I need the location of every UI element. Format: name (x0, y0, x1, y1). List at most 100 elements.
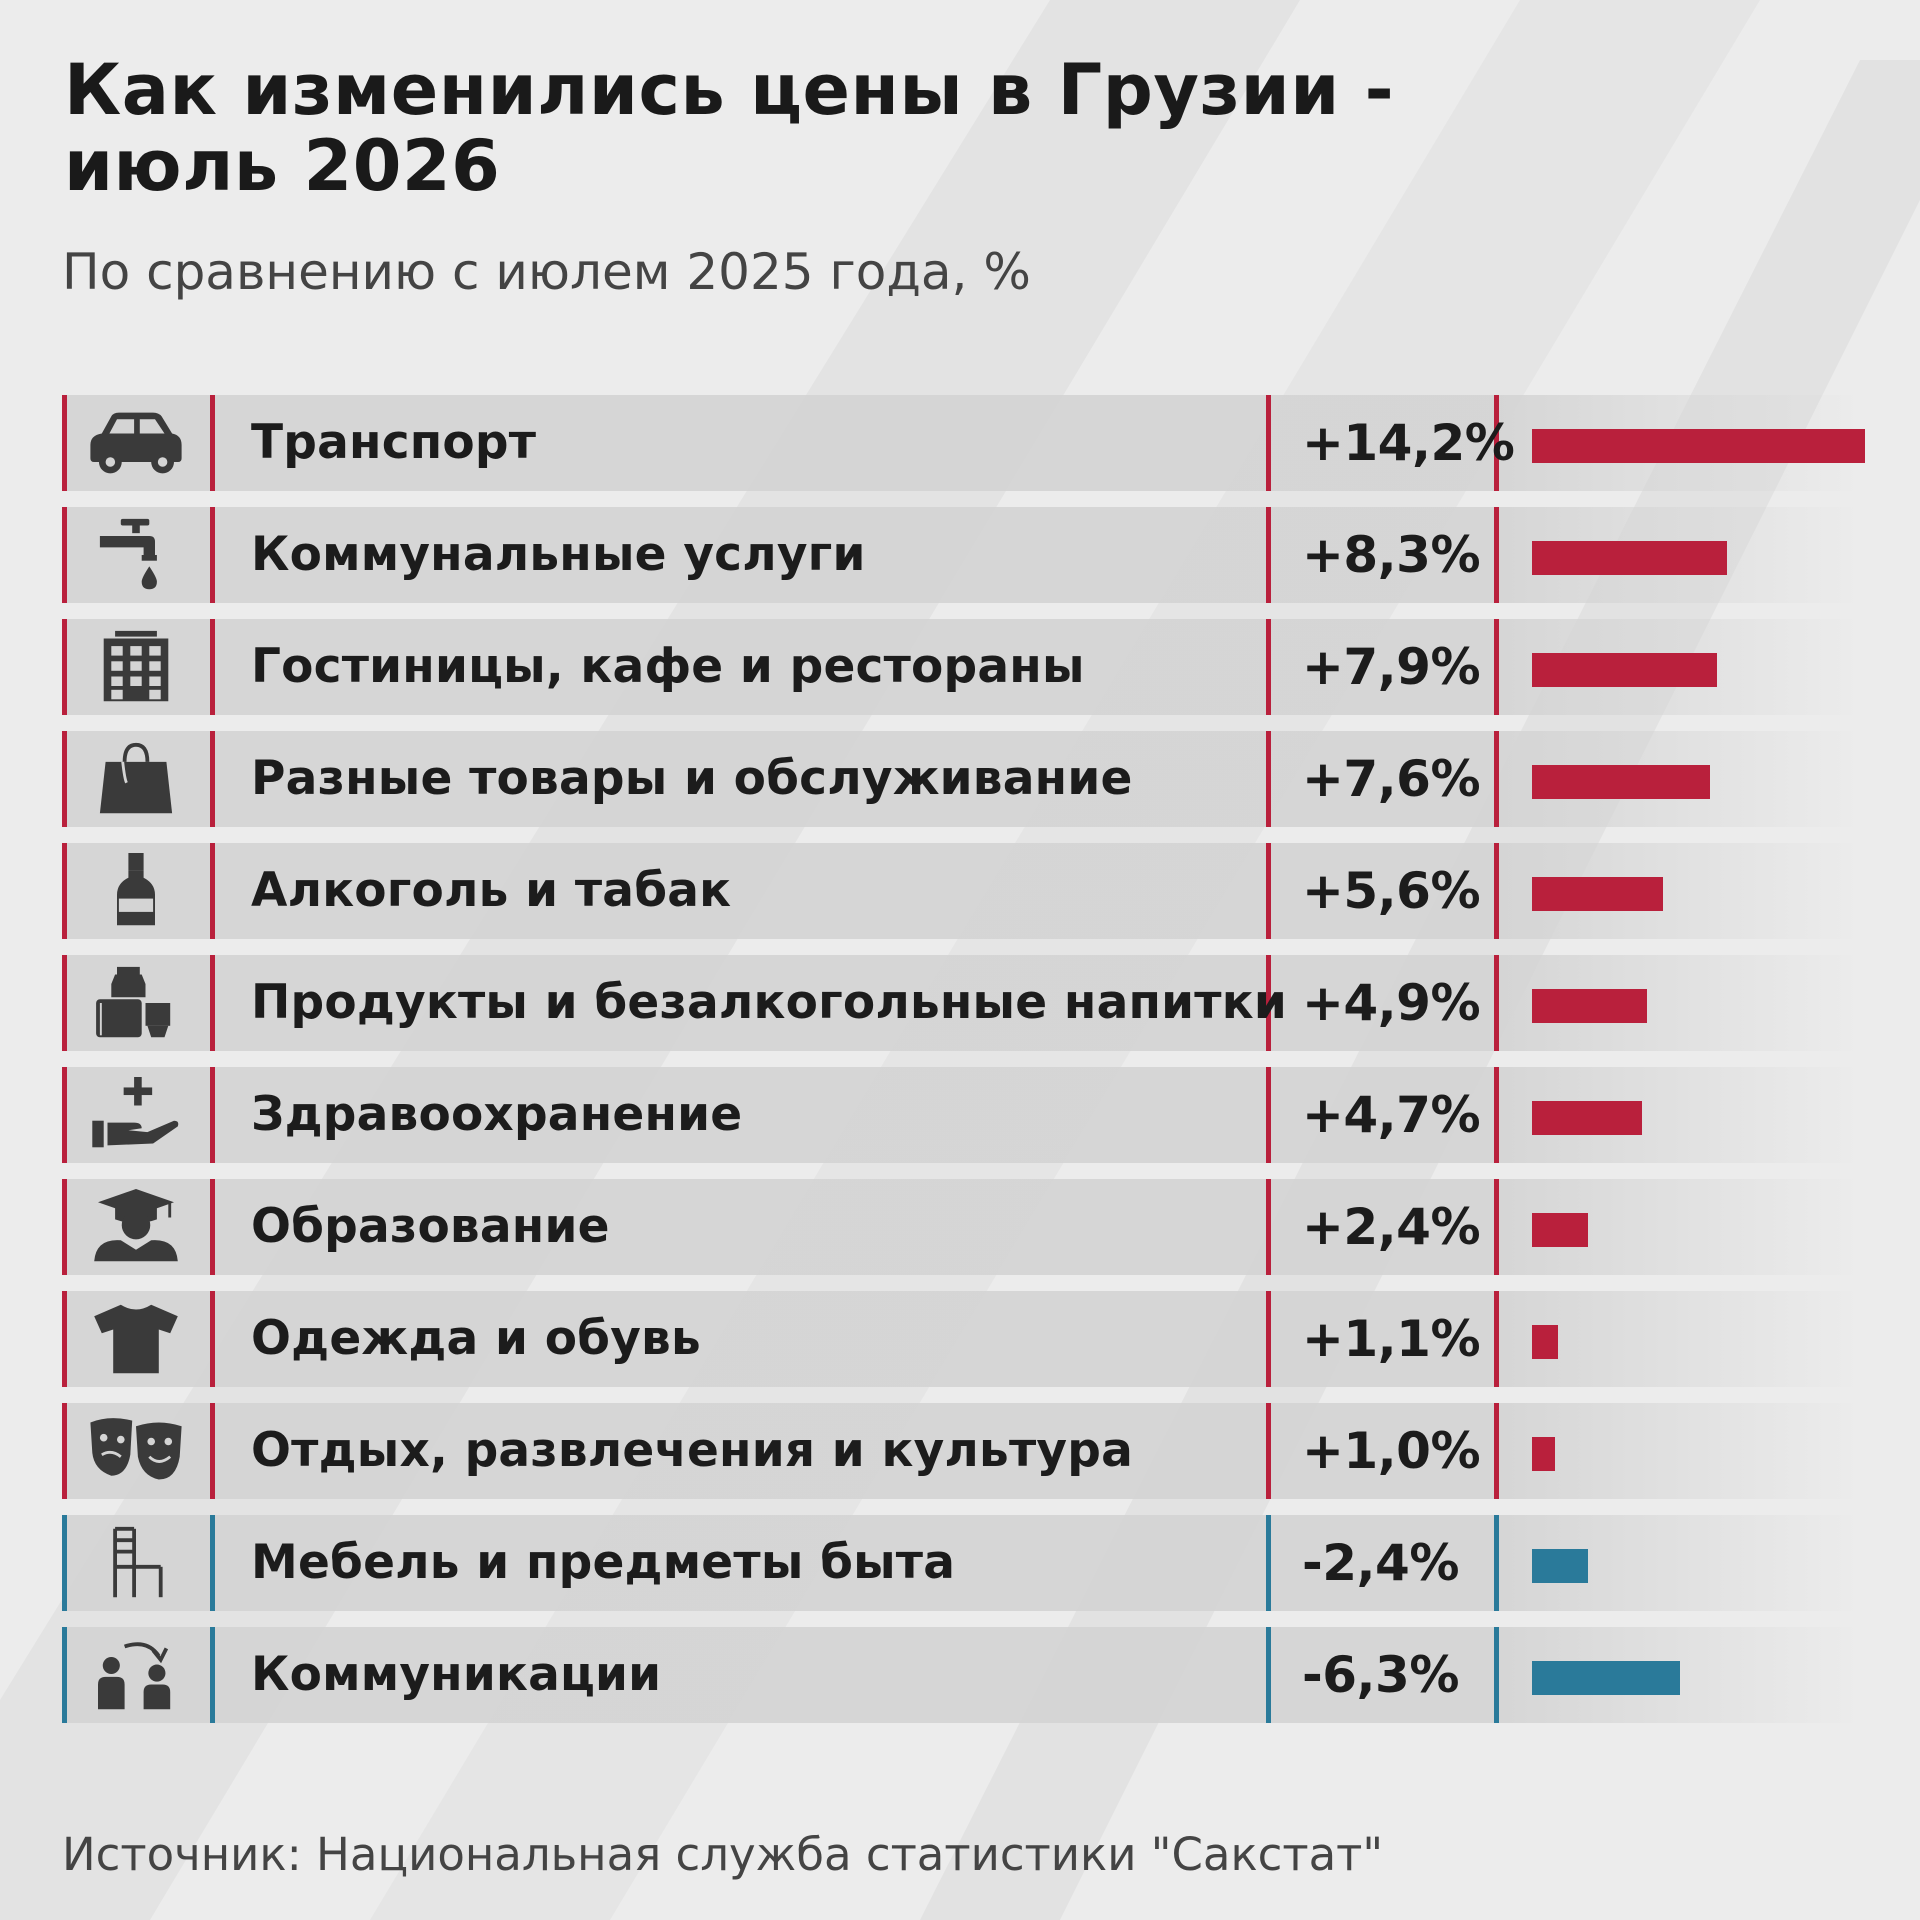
row-separator-3 (1266, 507, 1271, 603)
chart-subtitle: По сравнению с июлем 2025 года, % (62, 243, 1031, 301)
row-separator-2 (210, 1515, 215, 1611)
communication-people-icon (84, 1637, 188, 1713)
category-label: Отдых, развлечения и культура (251, 1423, 1134, 1478)
healthcare-hand-icon (84, 1077, 188, 1153)
value-label: +2,4% (1302, 1198, 1481, 1256)
value-label: +4,7% (1302, 1086, 1481, 1144)
bar-car (1532, 429, 1865, 463)
chart-row-chair: Мебель и предметы быта -2,4% (62, 1515, 1862, 1611)
row-separator-4 (1494, 843, 1499, 939)
category-label: Одежда и обувь (251, 1311, 701, 1366)
row-separator-3 (1266, 1627, 1271, 1723)
bottle-icon (84, 853, 188, 929)
row-separator-1 (62, 1627, 67, 1723)
bar-graduate (1532, 1213, 1588, 1247)
bar-communication-people (1532, 1661, 1680, 1695)
chart-row-hotel-building: Гостиницы, кафе и рестораны +7,9% (62, 619, 1862, 715)
chart-row-theater-masks: Отдых, развлечения и культура +1,0% (62, 1403, 1862, 1499)
row-separator-2 (210, 1179, 215, 1275)
chart-row-faucet: Коммунальные услуги +8,3% (62, 507, 1862, 603)
value-label: +1,0% (1302, 1422, 1481, 1480)
hotel-building-icon (84, 629, 188, 705)
chart-row-healthcare-hand: Здравоохранение +4,7% (62, 1067, 1862, 1163)
bar-chair (1532, 1549, 1588, 1583)
row-separator-3 (1266, 1179, 1271, 1275)
row-separator-4 (1494, 955, 1499, 1051)
row-separator-2 (210, 1291, 215, 1387)
value-label: -2,4% (1302, 1534, 1459, 1592)
category-label: Разные товары и обслуживание (251, 751, 1133, 806)
row-separator-4 (1494, 731, 1499, 827)
row-separator-3 (1266, 619, 1271, 715)
graduate-icon (84, 1189, 188, 1265)
row-separator-4 (1494, 1291, 1499, 1387)
value-label: +7,6% (1302, 750, 1481, 808)
row-separator-1 (62, 1179, 67, 1275)
chart-row-graduate: Образование +2,4% (62, 1179, 1862, 1275)
bar-groceries (1532, 989, 1647, 1023)
row-separator-4 (1494, 507, 1499, 603)
category-label: Алкоголь и табак (251, 863, 732, 918)
row-separator-1 (62, 1403, 67, 1499)
row-separator-1 (62, 1515, 67, 1611)
row-separator-3 (1266, 1291, 1271, 1387)
row-background (62, 1291, 1862, 1387)
value-label: +5,6% (1302, 862, 1481, 920)
row-separator-3 (1266, 1067, 1271, 1163)
row-background (62, 1403, 1862, 1499)
row-separator-1 (62, 731, 67, 827)
car-icon (84, 405, 188, 481)
shopping-bag-icon (84, 741, 188, 817)
row-separator-3 (1266, 1403, 1271, 1499)
category-label: Коммуникации (251, 1647, 662, 1702)
source-note: Источник: Национальная служба статистики… (62, 1828, 1384, 1881)
value-label: +8,3% (1302, 526, 1481, 584)
chart-row-communication-people: Коммуникации -6,3% (62, 1627, 1862, 1723)
row-separator-1 (62, 507, 67, 603)
chart-row-shopping-bag: Разные товары и обслуживание +7,6% (62, 731, 1862, 827)
chart-row-car: Транспорт +14,2% (62, 395, 1865, 491)
category-label: Мебель и предметы быта (251, 1535, 956, 1590)
row-separator-1 (62, 619, 67, 715)
row-separator-3 (1266, 843, 1271, 939)
row-separator-2 (210, 1403, 215, 1499)
value-label: +4,9% (1302, 974, 1481, 1032)
chart-row-groceries: Продукты и безалкогольные напитки +4,9% (62, 955, 1862, 1051)
bar-hotel-building (1532, 653, 1717, 687)
row-separator-4 (1494, 619, 1499, 715)
chart-title-line-2: июль 2026 (64, 125, 501, 207)
chart-title-line-1: Как изменились цены в Грузии - (64, 49, 1395, 131)
row-separator-4 (1494, 395, 1499, 491)
category-label: Образование (251, 1199, 610, 1254)
row-separator-2 (210, 731, 215, 827)
row-separator-4 (1494, 1403, 1499, 1499)
category-label: Транспорт (251, 415, 537, 470)
value-label: +14,2% (1302, 414, 1515, 472)
value-label: -6,3% (1302, 1646, 1459, 1704)
category-label: Здравоохранение (251, 1087, 743, 1142)
chair-icon (84, 1525, 188, 1601)
value-label: +1,1% (1302, 1310, 1481, 1368)
category-label: Коммунальные услуги (251, 527, 866, 582)
row-separator-1 (62, 1067, 67, 1163)
chart-title: Как изменились цены в Грузии - июль 2026 (64, 52, 1564, 204)
row-separator-2 (210, 955, 215, 1051)
row-separator-4 (1494, 1179, 1499, 1275)
row-separator-2 (210, 395, 215, 491)
row-separator-3 (1266, 395, 1271, 491)
faucet-icon (84, 517, 188, 593)
theater-masks-icon (84, 1413, 188, 1489)
row-separator-3 (1266, 731, 1271, 827)
row-separator-3 (1266, 1515, 1271, 1611)
value-label: +7,9% (1302, 638, 1481, 696)
row-separator-4 (1494, 1067, 1499, 1163)
bar-faucet (1532, 541, 1727, 575)
groceries-icon (84, 965, 188, 1041)
bar-theater-masks (1532, 1437, 1555, 1471)
row-separator-3 (1266, 955, 1271, 1051)
row-separator-1 (62, 395, 67, 491)
row-separator-1 (62, 955, 67, 1051)
row-separator-1 (62, 843, 67, 939)
category-label: Гостиницы, кафе и рестораны (251, 639, 1085, 694)
